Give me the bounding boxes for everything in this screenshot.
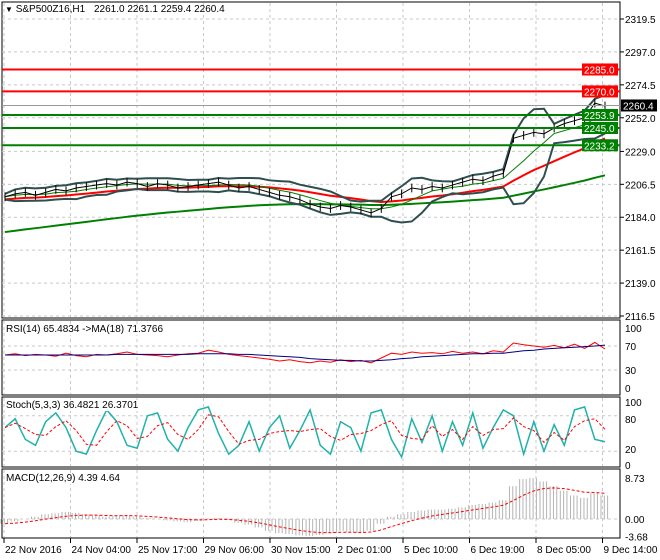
level-tag xyxy=(582,63,618,76)
ma-fast-line xyxy=(4,137,606,204)
price-label: 2161.5 xyxy=(625,246,656,257)
price-label: 2297.0 xyxy=(625,48,656,59)
bollinger-lower xyxy=(4,132,606,224)
level-label: 2253.9 xyxy=(584,111,615,122)
level-tag xyxy=(582,85,618,98)
bollinger-mid xyxy=(4,113,606,210)
price-label: 2274.5 xyxy=(625,81,656,92)
price-label: 2184.0 xyxy=(625,213,656,224)
level-label: 2233.2 xyxy=(584,141,615,152)
level-tag xyxy=(582,108,618,121)
rsi-title: RSI(14) 65.4834 ->MA(18) 71.3766 xyxy=(6,324,164,335)
symbol-label: S&P500Z16,H1 xyxy=(15,4,86,15)
price-label: 2139.0 xyxy=(625,279,656,290)
time-label: 6 Dec 19:00 xyxy=(471,545,525,556)
current-price-tag xyxy=(621,99,657,112)
panel-frame xyxy=(1,468,621,539)
stoch-axis-label: 100 xyxy=(625,398,642,409)
stoch-title: Stoch(5,3,3) 36.4821 26.3701 xyxy=(6,400,139,411)
macd-title: MACD(12,26,9) 4.39 4.64 xyxy=(6,473,120,484)
macd-axis-label: 8.73 xyxy=(625,474,645,485)
level-tag xyxy=(582,139,618,152)
panel-frame xyxy=(1,1,621,319)
stoch-main-line xyxy=(4,406,606,460)
time-label: 2 Dec 01:00 xyxy=(338,545,392,556)
bollinger-upper xyxy=(4,94,606,203)
ohlc-label: 2261.0 2261.1 2259.4 2260.4 xyxy=(93,4,225,15)
stoch-axis-label: 80 xyxy=(625,415,637,426)
panel-frame xyxy=(1,396,621,468)
time-label: 25 Nov 17:00 xyxy=(138,545,198,556)
rsi-ma-line xyxy=(5,344,606,362)
time-label: 30 Nov 15:00 xyxy=(271,545,331,556)
chart-header: ▼ S&P500Z16,H1 2261.0 2261.1 2259.4 2260… xyxy=(5,4,225,15)
rsi-axis-label: 70 xyxy=(625,342,637,353)
level-label: 2245.0 xyxy=(584,124,615,135)
current-price-label: 2260.4 xyxy=(623,101,654,112)
price-label: 2252.0 xyxy=(625,114,656,125)
rsi-axis-label: 30 xyxy=(625,366,637,377)
time-label: 24 Nov 04:00 xyxy=(72,545,132,556)
collapse-triangle-icon[interactable]: ▼ xyxy=(5,5,13,14)
macd-signal-line xyxy=(4,487,606,534)
time-label: 22 Nov 2016 xyxy=(5,545,62,556)
level-tag xyxy=(582,121,618,134)
level-label: 2270.0 xyxy=(584,87,615,98)
price-label: 2116.5 xyxy=(625,312,655,323)
time-label: 9 Dec 14:00 xyxy=(604,545,658,556)
macd-axis-label: 0.00 xyxy=(625,515,645,526)
time-label: 29 Nov 06:00 xyxy=(205,545,265,556)
stoch-axis-label: 20 xyxy=(625,445,637,456)
stoch-signal-line xyxy=(4,414,606,446)
time-label: 8 Dec 05:00 xyxy=(537,545,591,556)
price-label: 2206.5 xyxy=(625,180,656,191)
level-label: 2285.0 xyxy=(584,65,615,76)
macd-axis-label: -3.68 xyxy=(625,532,648,543)
ma-slow-line xyxy=(4,174,606,234)
stoch-axis-label: 0 xyxy=(625,461,631,472)
price-line xyxy=(4,102,606,214)
price-label: 2229.0 xyxy=(625,147,656,158)
panel-frame xyxy=(1,319,621,396)
time-label: 5 Dec 10:00 xyxy=(404,545,458,556)
rsi-axis-label: 100 xyxy=(625,324,642,335)
price-label: 2319.5 xyxy=(625,15,656,26)
rsi-axis-label: 0 xyxy=(625,384,631,395)
rsi-line xyxy=(4,341,606,364)
